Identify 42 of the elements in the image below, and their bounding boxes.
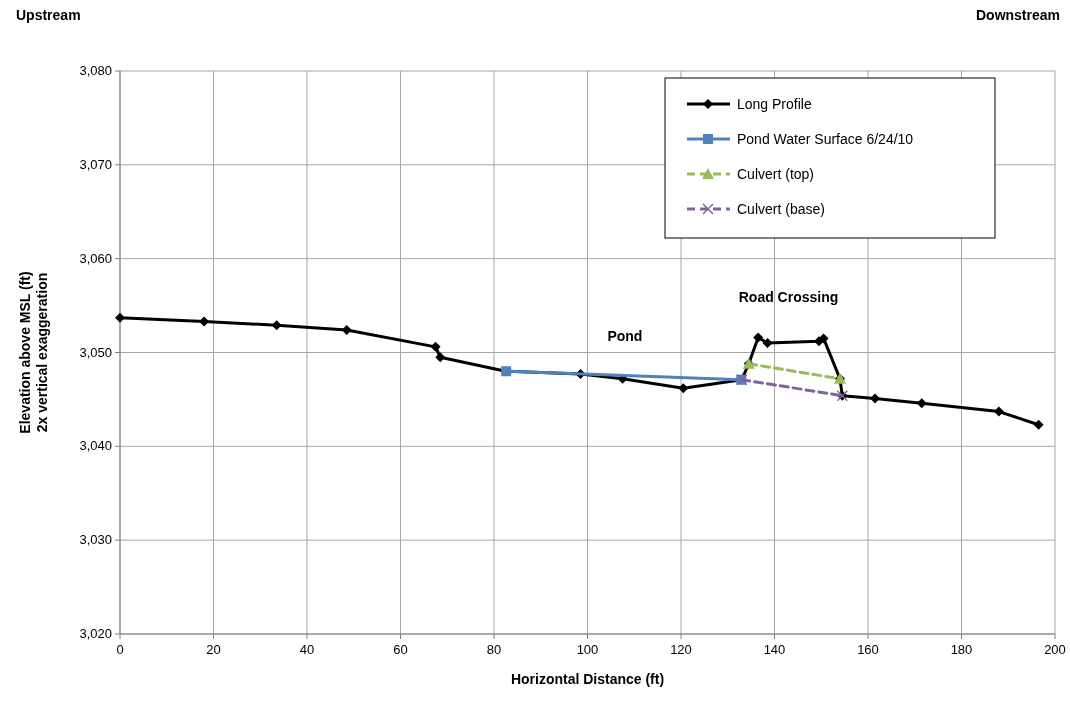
point [870,393,881,404]
x-tick-label: 100 [576,642,599,657]
x-tick-label: 60 [393,642,408,657]
point [271,320,282,331]
text: Downstream [975,7,1060,23]
point [199,316,210,327]
y-tick-label: 3,070 [79,156,112,172]
x-tick-label: 20 [206,642,221,657]
x-tick-label: 140 [763,642,786,657]
point [430,341,441,352]
x-tick-label: 160 [857,642,879,657]
point [916,398,927,409]
point [762,338,773,349]
point [1033,419,1044,430]
x-axis-title: Horizontal Distance (ft) [510,671,665,687]
y-tick-label: 3,020 [79,626,112,641]
point [115,312,125,323]
x-tick-label: 200 [1044,642,1066,657]
point [435,352,446,363]
y-tick-label: 3,040 [79,438,112,454]
legend-label: Culvert (base) [737,201,825,217]
point [818,333,829,344]
x-tick-label: 0 [116,642,124,657]
point [341,324,352,335]
y-axis-title: Elevation above MSL (ft) 2x vertical exaggeration [17,271,50,434]
y-tick-label: 3,050 [79,344,112,360]
y-tick-label: 3,080 [79,63,112,78]
x-tick-label: 180 [950,642,973,657]
annotation: Road Crossing [738,288,839,305]
x-tick-label: 80 [486,642,502,657]
x-tick-label: 40 [299,642,315,657]
text: Upstream [16,7,81,23]
x-tick-label: 120 [670,642,692,657]
legend-label: Long Profile [737,96,812,112]
point [993,406,1004,417]
y-tick-label: 3,030 [79,532,112,548]
point [678,383,689,394]
legend-label: Culvert (top) [737,166,815,182]
annotation: Pond [607,328,643,345]
point [753,332,764,343]
y-tick-label: 3,060 [79,250,112,266]
legend-label: Pond Water Surface 6/24/10 [737,131,914,147]
